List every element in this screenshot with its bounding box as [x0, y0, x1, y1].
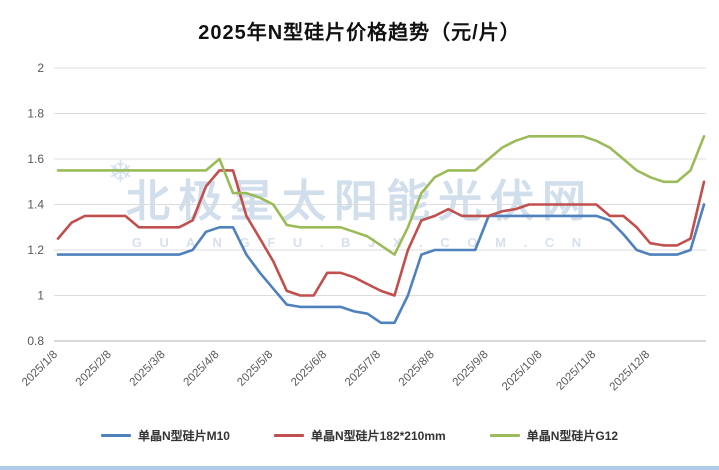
x-tick-label: 2025/5/8	[235, 349, 275, 389]
x-tick-label: 2025/8/8	[397, 349, 437, 389]
legend-swatch	[489, 434, 520, 437]
x-tick-label: 2025/4/8	[181, 349, 221, 389]
bottom-strip	[0, 466, 719, 470]
series-line-0	[56, 203, 706, 325]
x-tick-label: 2025/10/8	[500, 349, 545, 394]
x-tick-label: 2025/12/8	[608, 349, 653, 394]
x-tick-label: 2025/1/8	[20, 349, 60, 389]
legend-item-0: 单晶N型硅片M10	[100, 427, 230, 444]
x-tick-label: 2025/2/8	[74, 349, 114, 389]
x-tick-label: 2025/9/8	[451, 349, 491, 389]
chart-legend: 单晶N型硅片M10 单晶N型硅片182*210mm 单晶N型硅片G12	[0, 427, 719, 444]
y-tick-label: 1.4	[27, 198, 44, 212]
y-tick-label: 1	[37, 289, 44, 303]
x-tick-label: 2025/7/8	[343, 349, 383, 389]
x-tick-label: 2025/6/8	[289, 349, 329, 389]
y-tick-label: 1.2	[27, 243, 44, 257]
y-tick-label: 2	[37, 61, 44, 75]
legend-label: 单晶N型硅片G12	[526, 429, 619, 443]
chart-title: 2025年N型硅片价格趋势（元/片）	[198, 22, 521, 44]
x-tick-label: 2025/11/8	[554, 349, 598, 393]
y-tick-label: 1.6	[27, 152, 44, 166]
series-line-2	[56, 135, 706, 256]
legend-label: 单晶N型硅片M10	[137, 429, 230, 443]
y-tick-label: 1.8	[27, 107, 44, 121]
legend-swatch	[100, 434, 131, 437]
legend-item-1: 单晶N型硅片182*210mm	[273, 427, 446, 444]
legend-label: 单晶N型硅片182*210mm	[310, 429, 446, 443]
y-tick-label: 0.8	[27, 334, 44, 348]
x-tick-label: 2025/3/8	[128, 349, 168, 389]
legend-swatch	[273, 434, 304, 437]
legend-item-2: 单晶N型硅片G12	[489, 427, 619, 444]
series-line-1	[56, 169, 706, 297]
